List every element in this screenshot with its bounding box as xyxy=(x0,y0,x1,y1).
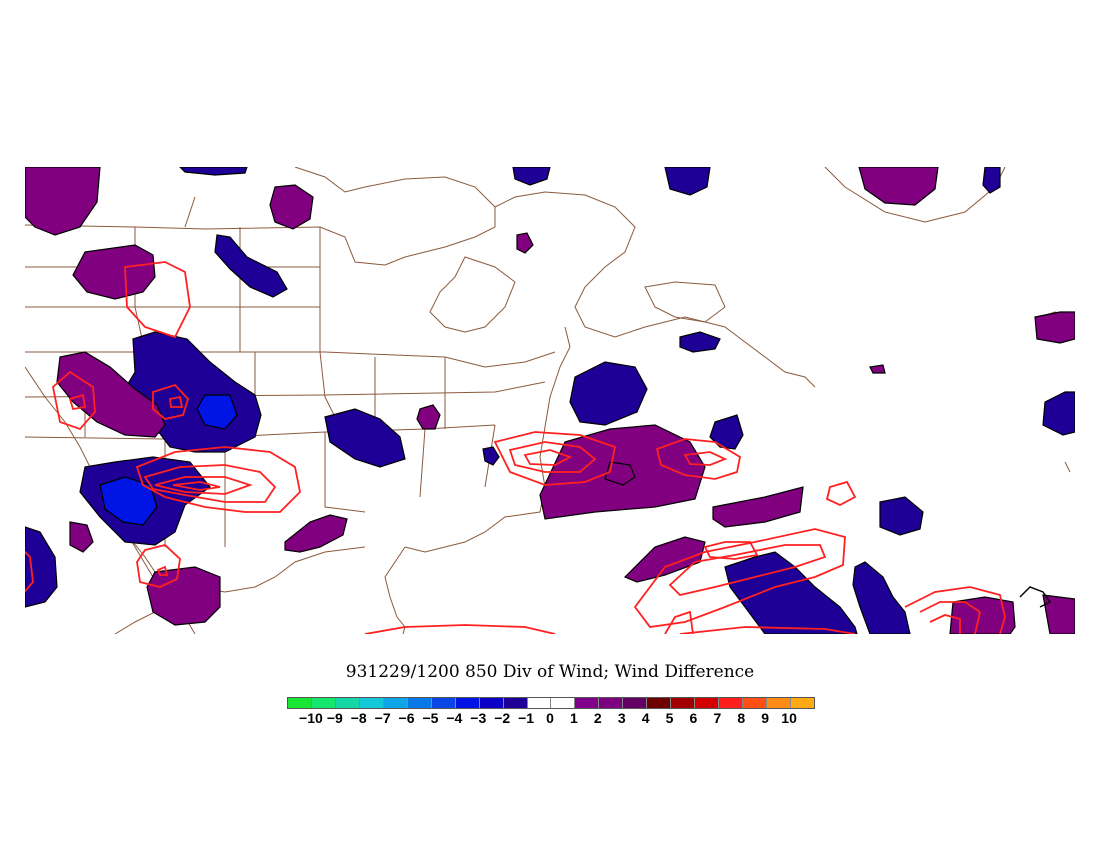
colorbar-swatch xyxy=(743,698,768,708)
colorbar-tick-label: 7 xyxy=(713,710,722,726)
colorbar-tick-label: −1 xyxy=(518,710,535,726)
colorbar-swatch xyxy=(719,698,744,708)
colorbar-swatch xyxy=(623,698,648,708)
colorbar-tick-label: 8 xyxy=(737,710,746,726)
colorbar-tick-label: −7 xyxy=(374,710,391,726)
colorbar-labels: −10 −9 −8 −7 −6 −5 −4 −3 −2 −1 0 1 2 3 4 5 6 7 8 9 10 xyxy=(287,710,813,730)
colorbar-swatch xyxy=(455,698,480,708)
colorbar-tick-label: 1 xyxy=(570,710,578,726)
colorbar-tick-label: −4 xyxy=(446,710,463,726)
colorbar-swatch xyxy=(551,698,576,708)
colorbar-tick-label: −5 xyxy=(422,710,439,726)
map-title: 931229/1200 850 Div of Wind; Wind Differ… xyxy=(345,662,755,682)
colorbar-tick-label: 2 xyxy=(593,710,602,726)
colorbar-swatch xyxy=(647,698,672,708)
colorbar-swatch xyxy=(695,698,720,708)
colorbar-tick-label: 5 xyxy=(665,710,674,726)
colorbar-swatch xyxy=(599,698,624,708)
colorbar-tick-label: −10 xyxy=(299,710,323,726)
black-contour xyxy=(1019,586,1052,608)
colorbar-tick-label: 0 xyxy=(546,710,554,726)
wind-difference-contours xyxy=(25,261,1006,634)
colorbar-swatch xyxy=(527,698,552,708)
colorbar-swatch xyxy=(767,698,792,708)
colorbar-swatch xyxy=(671,698,696,708)
map-panel xyxy=(25,167,1075,634)
colorbar-tick-label: 9 xyxy=(761,710,770,726)
colorbar-tick-label: −8 xyxy=(350,710,367,726)
colorbar-tick-label: −3 xyxy=(470,710,487,726)
colorbar-swatch xyxy=(335,698,360,708)
colorbar-swatch xyxy=(407,698,432,708)
divergence-shaded-regions xyxy=(25,167,1075,634)
colorbar-tick-label: 4 xyxy=(641,710,650,726)
colorbar-swatch xyxy=(479,698,504,708)
colorbar-swatch xyxy=(288,698,312,708)
colorbar-tick-label: −9 xyxy=(326,710,343,726)
colorbar-swatch xyxy=(431,698,456,708)
colorbar-tick-label: −2 xyxy=(494,710,511,726)
map-canvas xyxy=(25,167,1075,634)
colorbar-tick-label: −6 xyxy=(398,710,415,726)
colorbar-swatch xyxy=(575,698,600,708)
colorbar-tick-label: 3 xyxy=(617,710,626,726)
colorbar-swatch xyxy=(383,698,408,708)
colorbar-swatch xyxy=(359,698,384,708)
colorbar-tick-label: 10 xyxy=(781,710,797,726)
colorbar-tick-label: 6 xyxy=(689,710,698,726)
colorbar-swatch xyxy=(791,698,814,708)
colorbar-swatch xyxy=(503,698,528,708)
colorbar xyxy=(287,697,815,709)
colorbar-swatch xyxy=(311,698,336,708)
